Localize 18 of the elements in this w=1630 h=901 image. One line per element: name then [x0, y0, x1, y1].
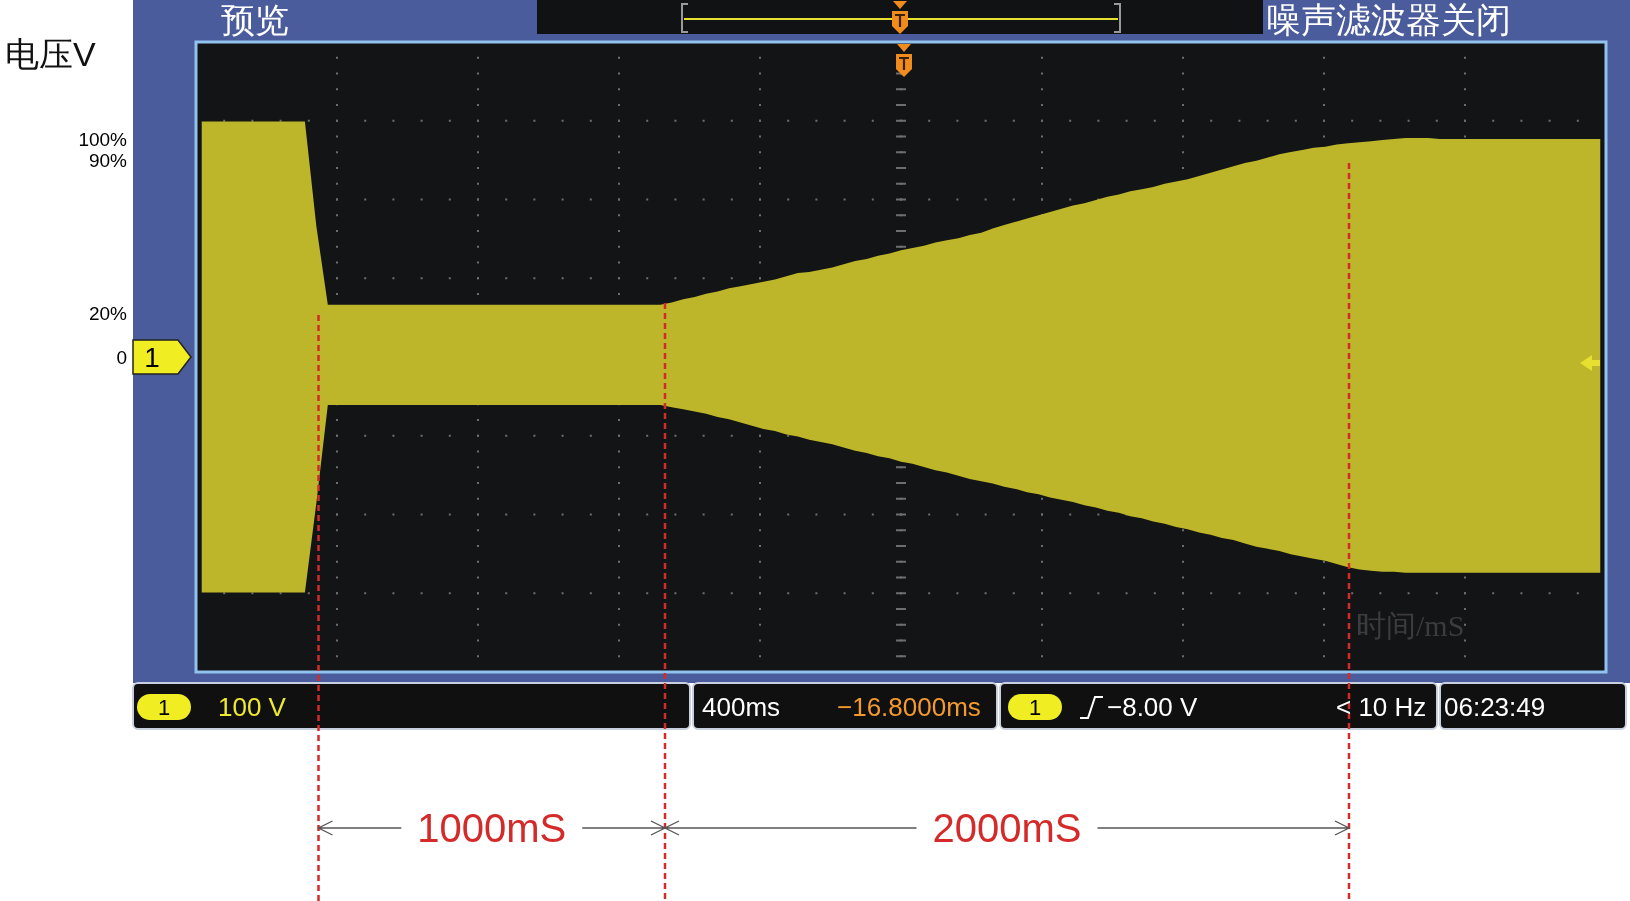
text: 06:23:49	[1444, 692, 1546, 722]
text: 预览	[221, 1, 289, 39]
text: 1	[157, 695, 171, 720]
y-tick-label: 100%	[78, 128, 128, 150]
text: 1000mS	[417, 806, 567, 850]
channel-marker: 1	[132, 339, 192, 375]
text: −8.00 V	[1107, 692, 1199, 722]
text: −16.8000ms	[837, 692, 981, 722]
text: 400ms	[702, 692, 781, 722]
y-tick-label: 0	[116, 346, 127, 368]
text: < 10 Hz	[1336, 692, 1427, 722]
y-axis-title: 电压V	[5, 35, 96, 73]
text: 1	[1028, 695, 1042, 720]
text: 2000mS	[932, 806, 1082, 850]
y-tick-label: 90%	[88, 150, 128, 172]
text: 100 V	[218, 692, 287, 722]
y-tick-label: 20%	[88, 302, 128, 324]
text: 噪声滤波器关闭	[1266, 0, 1511, 39]
